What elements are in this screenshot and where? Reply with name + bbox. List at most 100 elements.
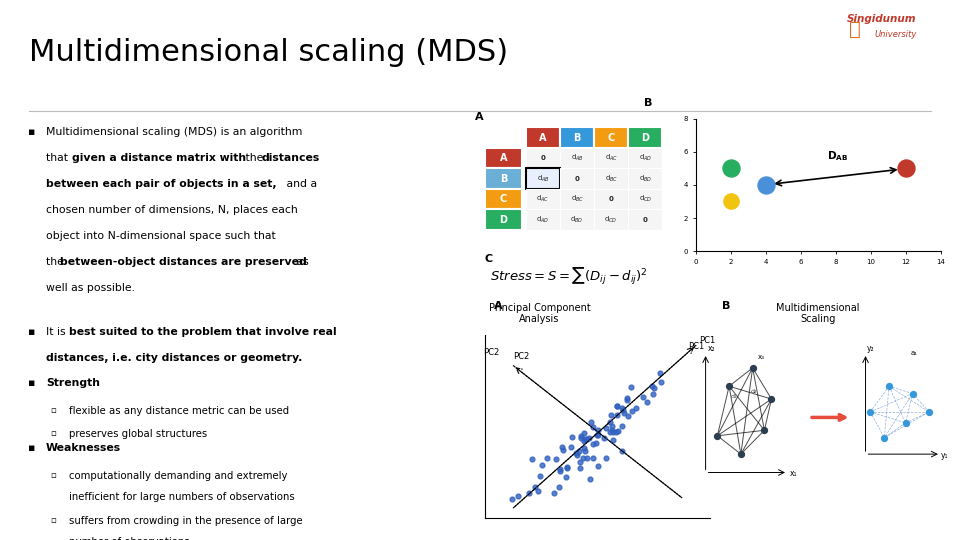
Point bbox=[586, 423, 601, 431]
Text: given a distance matrix with: given a distance matrix with bbox=[72, 153, 246, 163]
Text: ▫: ▫ bbox=[50, 406, 56, 415]
Text: suffers from crowding in the presence of large: suffers from crowding in the presence of… bbox=[69, 516, 302, 526]
Text: ▪: ▪ bbox=[27, 443, 35, 453]
Point bbox=[552, 482, 567, 491]
Text: C: C bbox=[485, 254, 492, 264]
Point bbox=[764, 395, 780, 403]
Point bbox=[585, 454, 600, 462]
Point bbox=[654, 377, 669, 386]
Text: d$_{BC}$: d$_{BC}$ bbox=[605, 173, 618, 184]
Bar bbox=[594, 210, 628, 230]
Bar bbox=[526, 148, 560, 168]
Point bbox=[511, 491, 526, 500]
Text: d$_{CD}$: d$_{CD}$ bbox=[638, 194, 652, 204]
Point bbox=[922, 408, 937, 416]
Point bbox=[619, 394, 635, 402]
Point bbox=[533, 472, 548, 481]
Point bbox=[604, 425, 619, 434]
Point bbox=[578, 435, 593, 444]
Point bbox=[624, 407, 639, 416]
Point bbox=[535, 461, 550, 469]
Point bbox=[554, 443, 569, 451]
Text: d$_{BD}$: d$_{BD}$ bbox=[570, 214, 584, 225]
Point bbox=[505, 495, 520, 504]
Text: that: that bbox=[46, 153, 72, 163]
Text: number of observations: number of observations bbox=[69, 537, 190, 540]
Point bbox=[575, 454, 590, 463]
Point bbox=[564, 442, 579, 451]
Point bbox=[624, 382, 639, 391]
Text: d₁: d₁ bbox=[731, 394, 736, 399]
Point bbox=[569, 451, 585, 460]
Text: between-object distances are preserved: between-object distances are preserved bbox=[60, 257, 307, 267]
Point bbox=[614, 422, 630, 431]
Bar bbox=[560, 127, 594, 148]
Text: ▫: ▫ bbox=[50, 429, 56, 438]
Point bbox=[540, 454, 555, 462]
Text: C: C bbox=[608, 133, 614, 143]
Point bbox=[572, 458, 588, 467]
Point bbox=[590, 431, 606, 440]
Point bbox=[636, 393, 651, 401]
Point bbox=[552, 467, 567, 475]
Text: flexible as any distance metric can be used: flexible as any distance metric can be u… bbox=[69, 406, 289, 416]
Point bbox=[573, 432, 588, 441]
Point bbox=[723, 164, 738, 173]
Text: A: A bbox=[499, 153, 507, 163]
Text: ▪: ▪ bbox=[27, 378, 35, 388]
Text: ▫: ▫ bbox=[50, 516, 56, 525]
Point bbox=[548, 455, 564, 463]
Text: inefficient for large numbers of observations: inefficient for large numbers of observa… bbox=[69, 492, 295, 503]
Text: distances: distances bbox=[261, 153, 320, 163]
Point bbox=[576, 428, 591, 437]
Text: best suited to the problem that involve real: best suited to the problem that involve … bbox=[69, 327, 337, 337]
Point bbox=[589, 430, 605, 439]
Text: A: A bbox=[540, 133, 547, 143]
Point bbox=[629, 403, 644, 412]
Text: PC2: PC2 bbox=[513, 352, 529, 361]
Point bbox=[598, 423, 613, 432]
Text: ▪: ▪ bbox=[27, 127, 35, 137]
Point bbox=[588, 439, 604, 448]
Point bbox=[586, 440, 601, 449]
Point bbox=[581, 433, 596, 442]
Point bbox=[524, 455, 540, 464]
Point bbox=[646, 383, 661, 392]
Bar bbox=[485, 189, 522, 210]
Text: D: D bbox=[641, 133, 649, 143]
Point bbox=[598, 454, 613, 462]
Point bbox=[745, 363, 760, 372]
Point bbox=[862, 408, 877, 416]
Point bbox=[527, 483, 542, 491]
Point bbox=[530, 487, 545, 495]
Point bbox=[605, 422, 620, 430]
Text: a₁: a₁ bbox=[910, 350, 917, 356]
Point bbox=[576, 436, 591, 445]
Text: y₂: y₂ bbox=[867, 345, 875, 353]
Point bbox=[639, 398, 655, 407]
Point bbox=[578, 447, 593, 455]
Text: It is: It is bbox=[46, 327, 69, 337]
Bar bbox=[485, 168, 522, 189]
Bar bbox=[594, 148, 628, 168]
Point bbox=[722, 382, 737, 390]
Text: d$_{AB}$: d$_{AB}$ bbox=[570, 153, 584, 163]
Text: d$_{AC}$: d$_{AC}$ bbox=[605, 153, 618, 163]
Point bbox=[619, 396, 635, 404]
Text: B: B bbox=[722, 301, 731, 311]
Point bbox=[615, 406, 631, 415]
Point bbox=[613, 447, 629, 455]
Point bbox=[582, 475, 597, 484]
Text: d$_{AB}$: d$_{AB}$ bbox=[537, 173, 549, 184]
Point bbox=[590, 426, 606, 434]
Text: 0: 0 bbox=[575, 176, 580, 181]
Point bbox=[881, 382, 897, 390]
Text: A: A bbox=[474, 112, 483, 122]
Point bbox=[756, 426, 772, 435]
Point bbox=[602, 427, 617, 436]
Bar bbox=[628, 210, 662, 230]
Point bbox=[584, 418, 599, 427]
Text: ▪: ▪ bbox=[27, 327, 35, 337]
Text: Multidimensional scaling (MDS) is an algorithm: Multidimensional scaling (MDS) is an alg… bbox=[46, 127, 302, 137]
Text: distances, i.e. city distances or geometry.: distances, i.e. city distances or geomet… bbox=[46, 353, 302, 363]
